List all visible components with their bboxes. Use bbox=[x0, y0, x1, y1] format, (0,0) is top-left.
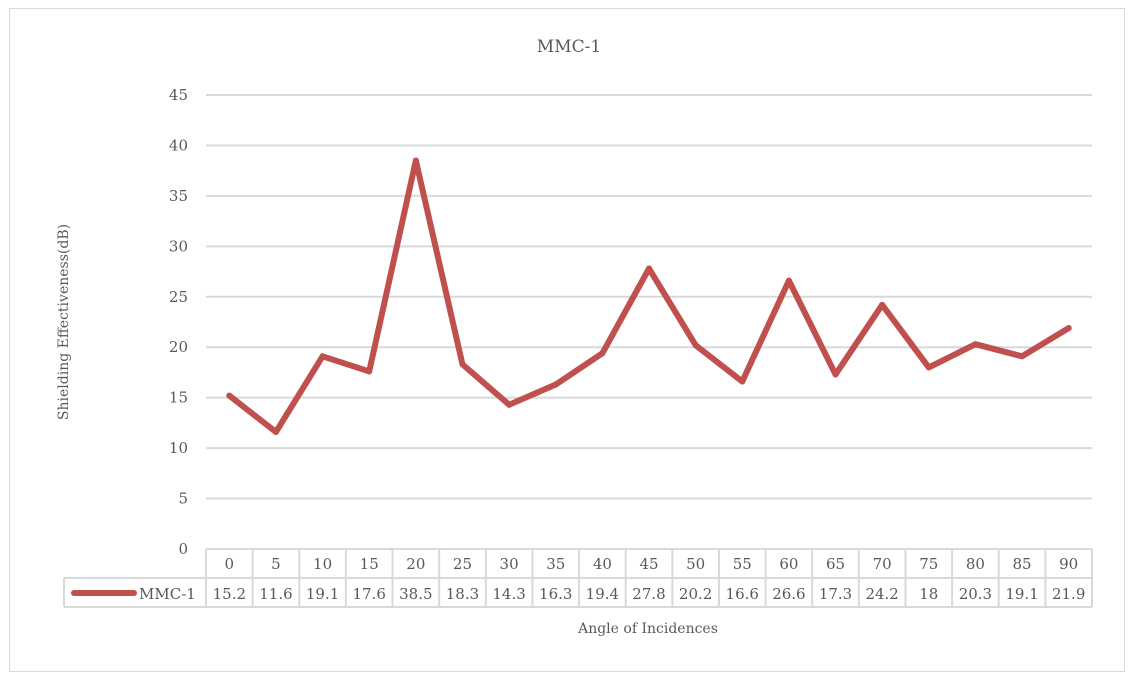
data-table-value: 17.3 bbox=[819, 585, 852, 603]
data-table-value: 14.3 bbox=[492, 585, 525, 603]
data-point bbox=[599, 350, 606, 357]
x-tick-label: 50 bbox=[686, 555, 705, 573]
data-point bbox=[1019, 353, 1026, 360]
x-tick-label: 15 bbox=[360, 555, 379, 573]
data-point bbox=[506, 401, 513, 408]
data-table-value: 15.2 bbox=[213, 585, 246, 603]
data-table-value: 26.6 bbox=[772, 585, 805, 603]
x-tick-label: 30 bbox=[500, 555, 519, 573]
x-tick-label: 40 bbox=[593, 555, 612, 573]
x-tick-label: 10 bbox=[313, 555, 332, 573]
data-point bbox=[1065, 325, 1072, 332]
data-point bbox=[366, 368, 373, 375]
data-point bbox=[879, 301, 886, 308]
data-table-value: 16.6 bbox=[726, 585, 759, 603]
x-tick-label: 45 bbox=[639, 555, 658, 573]
gridlines bbox=[206, 94, 1092, 500]
data-table-value: 18 bbox=[919, 585, 938, 603]
data-table: 0 5 10 15 20 25 30 35 40 45 50 55 60 65 70 75 80 85 90 15.2… bbox=[63, 548, 1093, 608]
x-axis-label: Angle of Incidences bbox=[577, 621, 718, 637]
x-tick-label: 65 bbox=[826, 555, 845, 573]
x-tick-label: 20 bbox=[406, 555, 425, 573]
data-point bbox=[646, 265, 652, 272]
data-table-value: 16.3 bbox=[539, 585, 572, 603]
y-tick-label: 20 bbox=[169, 338, 188, 356]
data-table-value: 19.1 bbox=[1005, 585, 1038, 603]
y-tick-label: 35 bbox=[169, 187, 188, 205]
data-table-value: 27.8 bbox=[632, 585, 665, 603]
y-tick-label: 45 bbox=[169, 86, 188, 104]
y-tick-label: 10 bbox=[169, 439, 188, 457]
y-tick-label: 15 bbox=[169, 389, 188, 407]
data-point bbox=[226, 392, 233, 399]
data-table-value: 11.6 bbox=[259, 585, 292, 603]
y-tick-label: 40 bbox=[169, 136, 188, 154]
data-table-value: 19.4 bbox=[586, 585, 619, 603]
x-tick-label: 70 bbox=[873, 555, 892, 573]
data-point bbox=[412, 157, 419, 164]
data-table-value: 18.3 bbox=[446, 585, 479, 603]
data-table-value: 38.5 bbox=[399, 585, 432, 603]
data-point bbox=[272, 428, 279, 435]
data-table-value: 20.3 bbox=[959, 585, 992, 603]
legend-series-label: MMC-1 bbox=[139, 585, 196, 603]
data-table-value: 24.2 bbox=[865, 585, 898, 603]
data-table-value: 19.1 bbox=[306, 585, 339, 603]
x-tick-label: 35 bbox=[546, 555, 565, 573]
y-tick-label: 5 bbox=[178, 490, 188, 508]
x-tick-label: 55 bbox=[733, 555, 752, 573]
y-axis-ticks: 0 5 10 15 20 25 30 35 40 45 bbox=[169, 86, 188, 558]
x-tick-label: 80 bbox=[966, 555, 985, 573]
x-tick-label: 25 bbox=[453, 555, 472, 573]
x-tick-label: 75 bbox=[919, 555, 938, 573]
y-tick-label: 30 bbox=[169, 237, 188, 255]
chart-frame bbox=[9, 8, 1125, 672]
x-tick-label: 85 bbox=[1013, 555, 1032, 573]
data-point bbox=[739, 378, 746, 385]
data-point bbox=[785, 277, 792, 284]
data-table-value: 21.9 bbox=[1052, 585, 1085, 603]
x-tick-label: 90 bbox=[1059, 555, 1078, 573]
x-tick-label: 0 bbox=[225, 555, 235, 573]
x-tick-label: 5 bbox=[271, 555, 281, 573]
data-point bbox=[692, 342, 699, 349]
data-table-value: 17.6 bbox=[353, 585, 386, 603]
y-axis-label: Shielding Effectiveness(dB) bbox=[56, 224, 72, 420]
data-table-value: 20.2 bbox=[679, 585, 712, 603]
data-point bbox=[832, 371, 839, 378]
data-point bbox=[972, 341, 979, 348]
data-point bbox=[459, 361, 466, 368]
chart-title: MMC-1 bbox=[537, 37, 601, 57]
series-line-layer bbox=[226, 157, 1072, 435]
y-tick-label: 0 bbox=[178, 540, 188, 558]
y-tick-label: 25 bbox=[169, 288, 188, 306]
data-point bbox=[552, 381, 559, 388]
data-point bbox=[925, 364, 932, 371]
data-point bbox=[319, 353, 326, 360]
x-tick-label: 60 bbox=[779, 555, 798, 573]
